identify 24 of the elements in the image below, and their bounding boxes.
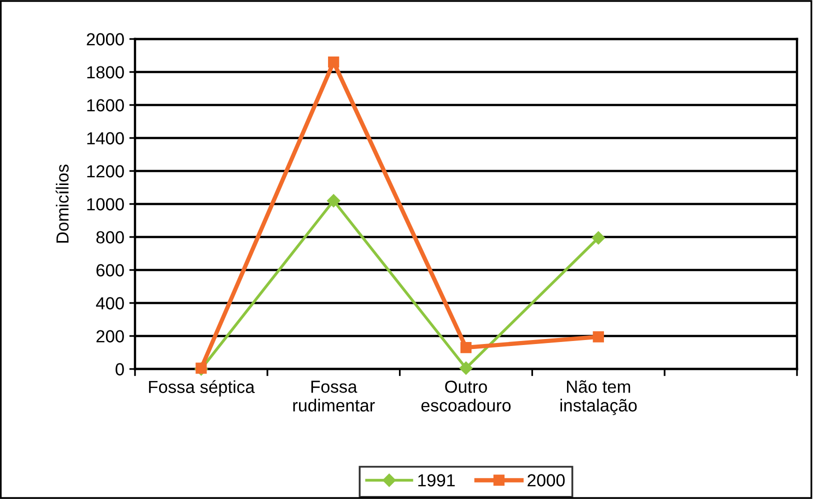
x-tick-label: Não tem instalação — [560, 380, 637, 416]
point — [460, 342, 472, 354]
y-tick-label: 1600 — [87, 99, 124, 112]
legend-label: 1991 — [418, 474, 455, 486]
x-tick-label: Fossa séptica — [149, 380, 255, 396]
point — [592, 231, 605, 244]
y-tick-label: 1200 — [87, 165, 124, 178]
point — [327, 194, 340, 208]
x-tick-label: Fossa rudimentar — [293, 380, 375, 412]
y-tick-label: 800 — [96, 231, 124, 244]
y-tick-label: 200 — [96, 330, 124, 342]
point — [459, 362, 473, 375]
y-tick-label: 0 — [116, 363, 124, 376]
y-tick-label: 400 — [96, 297, 124, 310]
y-tick-label: 1400 — [87, 132, 124, 144]
y-tick-label: 2000 — [86, 33, 124, 46]
point — [328, 56, 340, 68]
y-axis-title: Domicílios — [56, 164, 69, 243]
x-tick-label: Outro escoadouro — [421, 380, 511, 412]
point — [592, 331, 604, 342]
legend-label: 2000 — [528, 474, 565, 486]
y-tick-label: 1000 — [87, 198, 124, 210]
y-tick-label: 1800 — [87, 66, 124, 78]
y-tick-label: 600 — [96, 264, 124, 276]
